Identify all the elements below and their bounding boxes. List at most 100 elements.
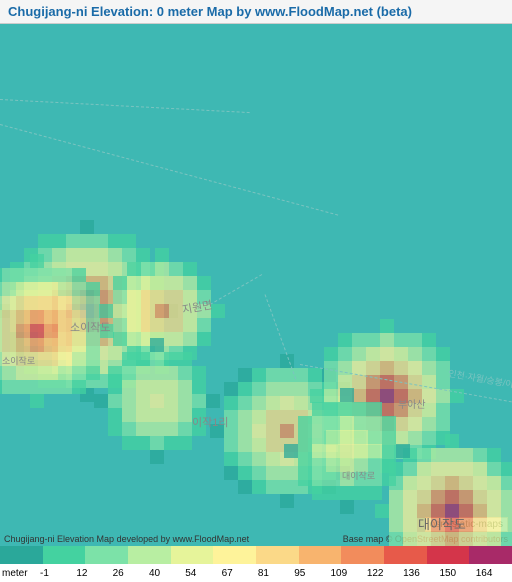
heatmap-cell	[44, 366, 58, 380]
heatmap-cell	[224, 382, 238, 396]
heatmap-cell	[354, 458, 368, 472]
legend-swatch	[213, 546, 256, 564]
heatmap-cell	[108, 422, 122, 436]
heatmap-cell	[2, 338, 16, 352]
heatmap-cell	[2, 324, 16, 338]
heatmap-cell	[422, 361, 436, 375]
heatmap-cell	[431, 518, 445, 532]
heatmap-cell	[252, 424, 266, 438]
heatmap-cell	[30, 366, 44, 380]
heatmap-cell	[252, 410, 266, 424]
heatmap-cell	[72, 310, 86, 324]
legend-value: -1	[40, 568, 76, 579]
heatmap-cell	[169, 304, 183, 318]
heatmap-cell	[338, 347, 352, 361]
heatmap-cell	[136, 352, 150, 366]
heatmap-cell	[487, 448, 501, 462]
heatmap-cell	[354, 430, 368, 444]
heatmap-cell	[445, 434, 459, 448]
heatmap-cell	[403, 504, 417, 518]
heatmap-cell	[80, 220, 94, 234]
heatmap-cell	[366, 333, 380, 347]
heatmap-cell	[108, 380, 122, 394]
heatmap-cell	[136, 436, 150, 450]
heatmap-cell	[417, 518, 431, 532]
heatmap-cell	[58, 282, 72, 296]
heatmap-cell	[324, 389, 338, 403]
heatmap-cell	[308, 368, 322, 382]
heatmap-cell	[44, 282, 58, 296]
heatmap-cell	[459, 518, 473, 532]
boundary-line	[210, 274, 262, 305]
heatmap-cell	[100, 324, 114, 338]
heatmap-cell	[312, 430, 326, 444]
heatmap-cell	[310, 389, 324, 403]
heatmap-cell	[16, 268, 30, 282]
heatmap-cell	[72, 296, 86, 310]
heatmap-cell	[368, 458, 382, 472]
heatmap-cell	[436, 417, 450, 431]
heatmap-cell	[150, 450, 164, 464]
heatmap-cell	[155, 318, 169, 332]
heatmap-cell	[266, 396, 280, 410]
heatmap-cell	[340, 500, 354, 514]
heatmap-cell	[366, 389, 380, 403]
heatmap-cell	[197, 318, 211, 332]
heatmap-cell	[224, 466, 238, 480]
heatmap-cell	[408, 403, 422, 417]
heatmap-cell	[164, 422, 178, 436]
heatmap-cell	[127, 304, 141, 318]
heatmap-cell	[183, 290, 197, 304]
heatmap-cell	[445, 532, 459, 546]
heatmap-cell	[169, 290, 183, 304]
heatmap-cell	[150, 436, 164, 450]
heatmap-cell	[16, 338, 30, 352]
heatmap-cell	[473, 504, 487, 518]
heatmap-cell	[72, 282, 86, 296]
elevation-map[interactable]: Chugijang-ni Elevation Map developed by …	[0, 24, 512, 546]
heatmap-cell	[375, 504, 389, 518]
heatmap-cell	[52, 248, 66, 262]
heatmap-cell	[150, 352, 164, 366]
heatmap-cell	[501, 532, 512, 546]
heatmap-cell	[16, 352, 30, 366]
heatmap-cell	[238, 382, 252, 396]
heatmap-cell	[113, 318, 127, 332]
heatmap-cell	[340, 430, 354, 444]
heatmap-cell	[422, 347, 436, 361]
heatmap-cell	[326, 486, 340, 500]
heatmap-cell	[368, 402, 382, 416]
heatmap-cell	[445, 504, 459, 518]
legend-swatch	[171, 546, 214, 564]
heatmap-cell	[382, 430, 396, 444]
heatmap-cell	[417, 462, 431, 476]
heatmap-cell	[340, 416, 354, 430]
heatmap-cell	[58, 296, 72, 310]
heatmap-cell	[197, 304, 211, 318]
legend-swatch	[299, 546, 342, 564]
heatmap-cell	[183, 304, 197, 318]
heatmap-cell	[252, 368, 266, 382]
heatmap-cell	[122, 248, 136, 262]
heatmap-cell	[108, 234, 122, 248]
heatmap-cell	[252, 480, 266, 494]
heatmap-cell	[389, 518, 403, 532]
heatmap-cell	[164, 436, 178, 450]
heatmap-cell	[178, 394, 192, 408]
heatmap-cell	[252, 466, 266, 480]
heatmap-cell	[224, 424, 238, 438]
heatmap-cell	[127, 332, 141, 346]
heatmap-cell	[238, 452, 252, 466]
heatmap-cell	[44, 352, 58, 366]
heatmap-cell	[459, 462, 473, 476]
heatmap-cell	[238, 368, 252, 382]
boundary-line	[0, 99, 250, 113]
heatmap-cell	[312, 402, 326, 416]
heatmap-cell	[389, 532, 403, 546]
heatmap-cell	[354, 486, 368, 500]
heatmap-cell	[436, 375, 450, 389]
heatmap-cell	[178, 380, 192, 394]
heatmap-cell	[312, 458, 326, 472]
heatmap-cell	[473, 532, 487, 546]
heatmap-cell	[108, 366, 122, 380]
